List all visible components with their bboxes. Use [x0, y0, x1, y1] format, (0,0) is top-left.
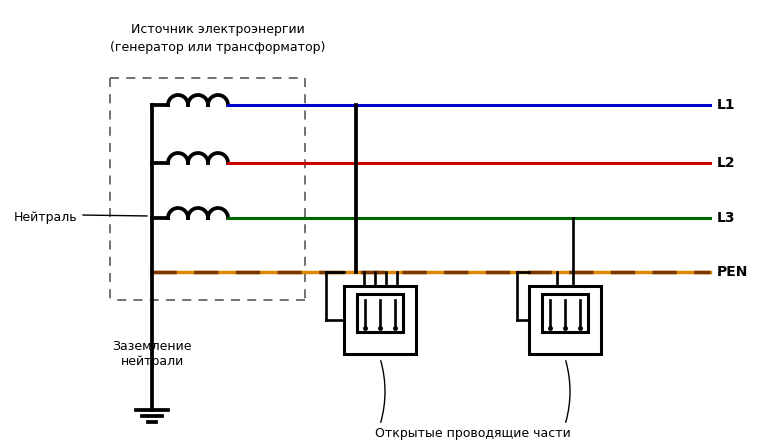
Text: Открытые проводящие части: Открытые проводящие части	[375, 427, 570, 440]
Text: PEN: PEN	[717, 265, 749, 279]
Bar	[344, 286, 416, 354]
Bar	[357, 294, 403, 332]
Text: L3: L3	[717, 211, 736, 225]
Text: (генератор или трансформатор): (генератор или трансформатор)	[110, 41, 326, 54]
Text: L1: L1	[717, 98, 736, 112]
Text: Источник электроэнергии: Источник электроэнергии	[131, 24, 304, 37]
Text: Заземление
нейтрали: Заземление нейтрали	[112, 340, 192, 368]
Bar	[529, 286, 601, 354]
Bar	[542, 294, 588, 332]
Text: Нейтраль: Нейтраль	[14, 211, 78, 224]
Text: L2: L2	[717, 156, 736, 170]
